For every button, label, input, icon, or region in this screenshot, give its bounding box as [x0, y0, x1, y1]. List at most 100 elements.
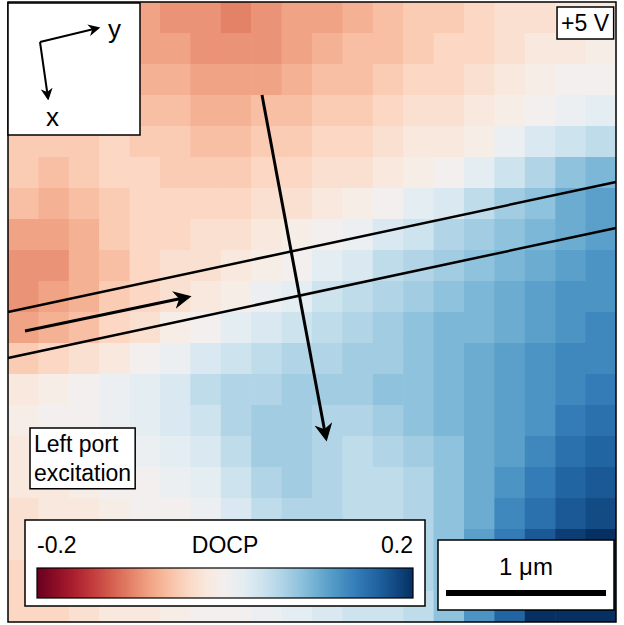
heatmap-cell [373, 95, 404, 127]
heatmap-cell [555, 250, 586, 282]
heatmap-cell [342, 95, 373, 127]
heatmap-cell [312, 405, 343, 437]
heatmap-cell [190, 374, 221, 406]
heatmap-cell [555, 312, 586, 344]
heatmap-cell [342, 467, 373, 499]
heatmap-cell [8, 219, 39, 251]
heatmap-cell [251, 188, 282, 220]
heatmap-cell [586, 343, 616, 375]
heatmap-cell [8, 250, 39, 282]
colorbar-box [25, 520, 425, 606]
heatmap-cell [525, 64, 556, 96]
heatmap-cell [312, 95, 343, 127]
heatmap-cell [130, 219, 161, 251]
heatmap-cell [525, 436, 556, 468]
heatmap-cell [251, 405, 282, 437]
heatmap-cell [221, 312, 252, 344]
heatmap-cell [312, 467, 343, 499]
propagation-arrow [25, 297, 188, 331]
heatmap-cell [342, 250, 373, 282]
heatmap-cell [282, 95, 313, 127]
heatmap-cell [221, 95, 252, 127]
heatmap-cell [494, 312, 525, 344]
heatmap-cell [342, 33, 373, 65]
heatmap-cell [586, 64, 616, 96]
heatmap-cell [251, 467, 282, 499]
heatmap-cell [221, 467, 252, 499]
heatmap-cell [38, 188, 69, 220]
heatmap-cell [221, 64, 252, 96]
heatmap-cell [69, 219, 100, 251]
heatmap-cell [190, 250, 221, 282]
heatmap-cell [312, 33, 343, 65]
heatmap-cell [130, 157, 161, 189]
heatmap-cell [494, 405, 525, 437]
heatmap-cell [464, 188, 495, 220]
heatmap-cell [555, 467, 586, 499]
heatmap-cell [434, 33, 465, 65]
heatmap-cell [555, 157, 586, 189]
heatmap-cell [373, 312, 404, 344]
heatmap-cell [373, 374, 404, 406]
x-label: x [46, 102, 59, 132]
heatmap-cell [190, 2, 221, 34]
profile-arrow [262, 95, 326, 438]
heatmap-cell [251, 64, 282, 96]
heatmap-cell [38, 250, 69, 282]
heatmap-cell [494, 126, 525, 158]
heatmap-cell [221, 157, 252, 189]
heatmap-cell [69, 188, 100, 220]
heatmap-cell [555, 281, 586, 313]
heatmap-cell [464, 436, 495, 468]
heatmap-cell [342, 405, 373, 437]
heatmap-cell [434, 219, 465, 251]
heatmap-cell [251, 281, 282, 313]
heatmap-cell [99, 343, 130, 375]
heatmap-cell [251, 312, 282, 344]
heatmap-cell [403, 405, 434, 437]
heatmap-cell [434, 405, 465, 437]
heatmap-cell [434, 436, 465, 468]
heatmap-cell [282, 2, 313, 34]
heatmap-cell [494, 2, 525, 34]
heatmap-cell [494, 374, 525, 406]
x-direction-arrow [40, 42, 48, 98]
heatmap-cell [160, 467, 191, 499]
heatmap-cell [586, 126, 616, 158]
inset-box [8, 3, 140, 135]
heatmap-cell [464, 64, 495, 96]
heatmap-cell [494, 281, 525, 313]
heatmap-cell [160, 126, 191, 158]
colorbar: DOCP-0.20.2 [25, 520, 425, 606]
heatmap-cell [373, 2, 404, 34]
heatmap-cell [586, 467, 616, 499]
heatmap-cell [221, 2, 252, 34]
heatmap-cell [555, 374, 586, 406]
heatmap-cell [464, 467, 495, 499]
heatmap-cell [555, 405, 586, 437]
heatmap-cell [221, 188, 252, 220]
heatmap-cell [464, 126, 495, 158]
heatmap-cell [403, 157, 434, 189]
heatmap-cell [342, 157, 373, 189]
heatmap-cell [464, 343, 495, 375]
heatmap-cell [99, 157, 130, 189]
heatmap-cell [190, 343, 221, 375]
heatmap-cell [38, 281, 69, 313]
heatmap-cell [464, 2, 495, 34]
heatmap-cell [160, 157, 191, 189]
voltage-annotation: +5 V [557, 7, 614, 39]
heatmap-cell [373, 219, 404, 251]
heatmap-cell [282, 33, 313, 65]
heatmap-cell [525, 467, 556, 499]
heatmap-cell [8, 343, 39, 375]
heatmap-cell [434, 374, 465, 406]
heatmap-cell [403, 95, 434, 127]
heatmap-cell [464, 374, 495, 406]
heatmap-cell [434, 312, 465, 344]
heatmap-cell [130, 250, 161, 282]
heatmap-cell [373, 405, 404, 437]
heatmap-cell [494, 219, 525, 251]
heatmap-cell [494, 498, 525, 530]
heatmap-cell [160, 343, 191, 375]
